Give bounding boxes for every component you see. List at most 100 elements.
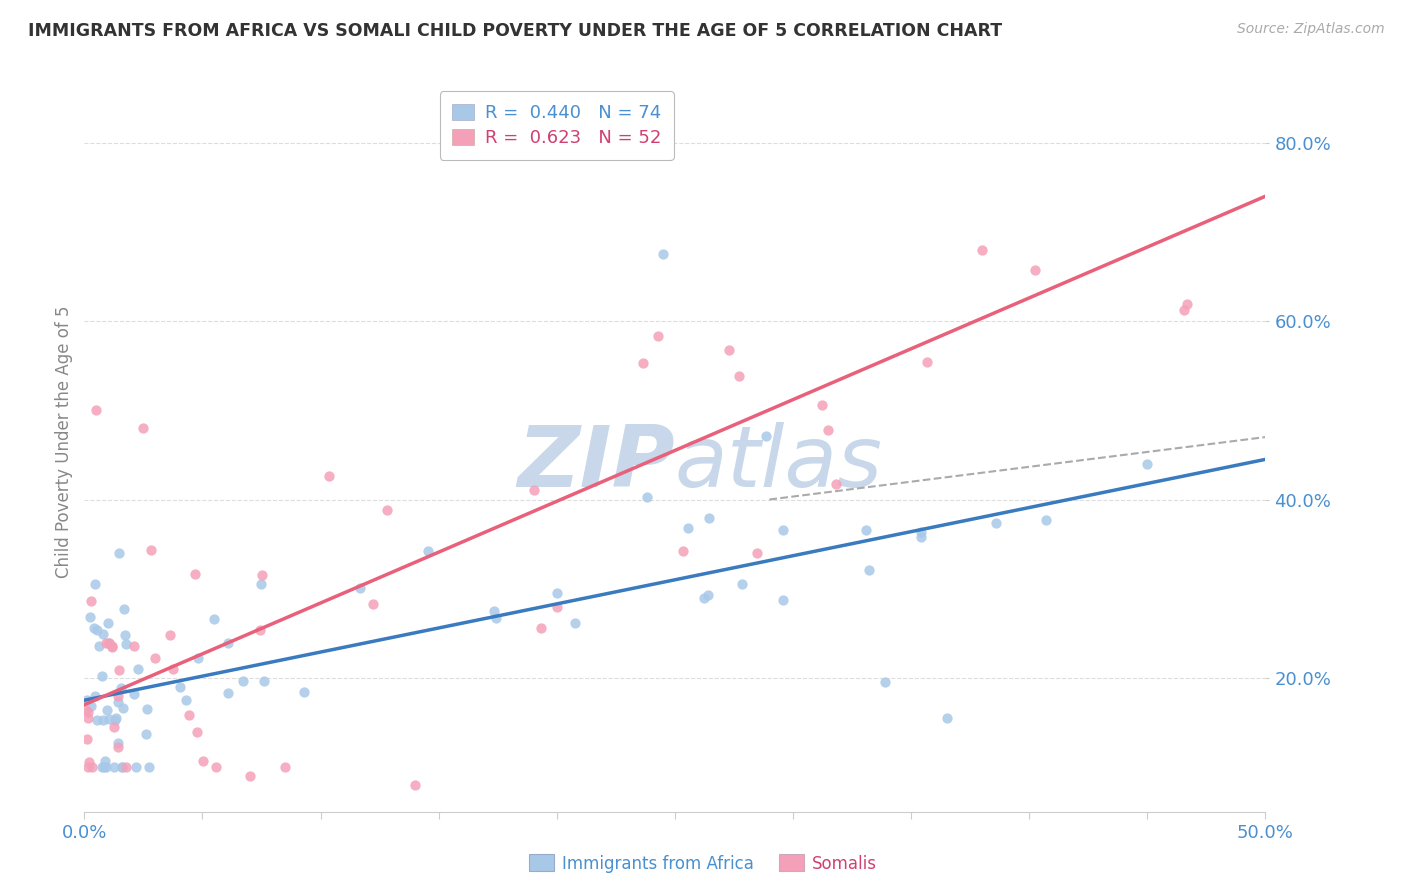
Point [910, 525, 932, 540]
Point [115, 637, 138, 651]
Point [111, 760, 134, 774]
Point [111, 701, 134, 715]
Point [79, 610, 101, 624]
Point [97, 615, 120, 630]
Point [107, 695, 129, 709]
Point [1173, 303, 1195, 318]
Point [202, 612, 225, 626]
Point [232, 673, 254, 688]
Point [75, 702, 97, 716]
Point [647, 329, 669, 343]
Point [122, 687, 145, 701]
Point [135, 727, 157, 741]
Point [745, 546, 768, 560]
Point [136, 702, 159, 716]
Point [132, 421, 155, 435]
Text: IMMIGRANTS FROM AFRICA VS SOMALI CHILD POVERTY UNDER THE AGE OF 5 CORRELATION CH: IMMIGRANTS FROM AFRICA VS SOMALI CHILD P… [28, 22, 1002, 40]
Point [84, 577, 107, 591]
Point [111, 760, 134, 774]
Point [672, 544, 695, 558]
Point [139, 542, 162, 557]
Point [108, 664, 131, 678]
Point [91, 713, 114, 727]
Point [108, 546, 131, 560]
Text: Source: ZipAtlas.com: Source: ZipAtlas.com [1237, 22, 1385, 37]
Point [910, 530, 932, 544]
Point [523, 483, 546, 498]
Point [274, 760, 297, 774]
Point [87, 639, 110, 653]
Point [159, 628, 181, 642]
Point [187, 650, 209, 665]
Point [101, 639, 124, 653]
Point [79, 755, 101, 769]
Point [692, 591, 714, 606]
Point [174, 692, 197, 706]
Point [138, 760, 160, 774]
Point [250, 568, 273, 582]
Text: ZIP: ZIP [517, 422, 675, 505]
Point [76, 693, 98, 707]
Point [1024, 263, 1046, 277]
Point [96, 760, 118, 774]
Point [772, 523, 794, 537]
Point [239, 769, 262, 783]
Point [86, 713, 108, 727]
Point [94, 636, 117, 650]
Point [217, 686, 239, 700]
Point [143, 651, 166, 665]
Point [696, 588, 718, 602]
Y-axis label: Child Poverty Under the Age of 5: Child Poverty Under the Age of 5 [55, 305, 73, 578]
Point [546, 599, 568, 614]
Point [485, 611, 508, 625]
Point [375, 503, 398, 517]
Point [858, 563, 880, 577]
Legend: R =  0.440   N = 74, R =  0.623   N = 52: R = 0.440 N = 74, R = 0.623 N = 52 [440, 92, 673, 160]
Point [817, 424, 839, 438]
Point [93, 760, 115, 774]
Point [1175, 297, 1198, 311]
Point [80, 760, 103, 774]
Point [249, 623, 271, 637]
Point [84, 403, 107, 417]
Point [77, 760, 100, 774]
Point [84, 689, 107, 703]
Point [80, 594, 103, 608]
Point [112, 602, 135, 616]
Point [915, 355, 938, 369]
Point [91, 627, 114, 641]
Point [98, 636, 121, 650]
Point [169, 680, 191, 694]
Point [90, 669, 112, 683]
Point [204, 760, 226, 774]
Point [873, 675, 896, 690]
Point [177, 708, 200, 723]
Point [217, 636, 239, 650]
Point [86, 623, 108, 637]
Point [115, 760, 138, 774]
Point [98, 712, 121, 726]
Point [122, 639, 145, 653]
Point [482, 604, 505, 618]
Point [318, 469, 340, 483]
Point [98, 636, 121, 650]
Point [103, 760, 125, 774]
Point [755, 429, 778, 443]
Point [717, 343, 740, 357]
Point [772, 592, 794, 607]
Point [676, 521, 699, 535]
Point [100, 640, 122, 655]
Point [349, 581, 371, 595]
Point [96, 703, 118, 717]
Point [162, 662, 184, 676]
Point [728, 368, 751, 383]
Point [404, 778, 426, 792]
Point [855, 523, 877, 537]
Point [652, 247, 675, 261]
Point [530, 621, 553, 635]
Point [104, 713, 127, 727]
Text: atlas: atlas [675, 422, 883, 505]
Point [76, 705, 98, 719]
Point [186, 725, 208, 739]
Point [107, 739, 129, 754]
